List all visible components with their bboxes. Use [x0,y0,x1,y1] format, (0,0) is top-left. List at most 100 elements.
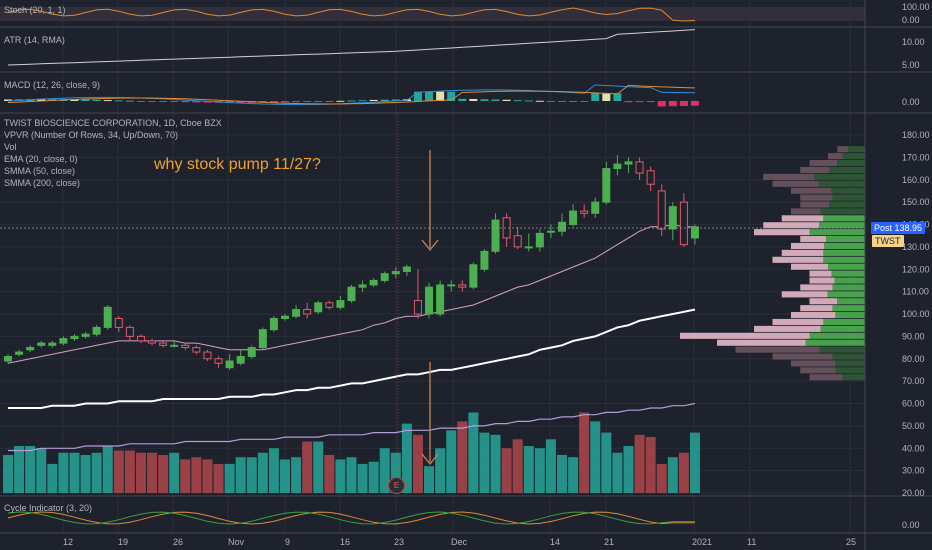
vp-up-segment [835,367,865,374]
volume-bar [191,457,202,493]
vp-up-segment [832,353,865,360]
vp-down-segment [781,291,828,298]
vp-up-segment [848,146,865,153]
vp-up-segment [814,173,865,180]
vp-down-segment [763,173,815,180]
macd-hist-bar [635,101,644,103]
candle-body [569,210,578,225]
candle-body [15,351,24,355]
cycle-tick-0: 0.00 [902,520,920,530]
macd-hist-bar [413,91,422,101]
vp-up-segment [827,291,865,298]
volume-bar [47,463,58,493]
cycle-label: Cycle Indicator (3, 20) [4,503,93,513]
volume-bar [623,446,634,493]
post-label: Post [874,223,893,233]
time-label: 11 [747,537,756,547]
vp-down-segment [772,256,824,263]
candle-body [613,163,622,170]
vp-down-segment [800,284,833,291]
time-label: 16 [340,537,350,547]
candle-body [591,201,600,214]
candle-body [391,270,400,275]
macd-histogram [4,91,699,107]
macd-hist-bar [292,101,301,103]
macd-hist-bar [303,101,312,102]
macd-hist-bar [103,100,112,102]
vp-up-segment [834,277,865,284]
price-tick-label: 90.00 [902,331,925,341]
macd-hist-bar [480,99,489,101]
candle-body [26,347,35,351]
vp-up-segment [819,346,865,353]
smma50-label: SMMA (50, close) [4,166,76,176]
vp-down-segment [772,318,824,326]
time-label: 14 [550,537,560,547]
vp-down-segment [791,242,825,250]
candle-body [580,210,589,214]
candle-body [59,338,68,344]
vp-up-segment [824,242,865,250]
macd-hist-bar [181,101,190,103]
candle-body [159,342,168,346]
candle-body [535,232,544,248]
volume-bar [335,459,346,493]
stoch-band [0,7,865,21]
time-label: 12 [63,537,73,547]
annotation-text: why stock pump 11/27? [154,156,321,173]
ema-label: EMA (20, close, 0) [4,154,78,164]
ema20-line [7,223,695,364]
vp-up-segment [809,229,865,236]
time-label: 19 [118,537,128,547]
vp-up-segment [820,325,865,332]
vp-down-segment [772,353,833,360]
macd-hist-bar [170,101,179,102]
vp-up-segment [823,249,865,256]
volume-bar [501,448,512,493]
stoch-line [7,7,696,22]
volume-bar [534,448,545,493]
macd-hist-bar [325,101,334,102]
candle-body [413,300,422,315]
candle-body [336,300,345,308]
macd-hist-bar [524,100,533,102]
vp-down-segment [800,166,830,174]
candle-body [181,344,190,349]
macd-hist-bar [447,91,456,101]
volume-bar [14,446,25,493]
candle-body [281,315,289,319]
time-label: 2021 [692,537,712,547]
atr-line [7,29,696,66]
stoch-label: Stoch (20, 1, 1) [4,5,66,15]
volume-bar [280,459,290,493]
volume-bar [379,448,390,493]
macd-hist-bar [591,93,600,101]
cycle-line-green [7,511,695,525]
stoch-pane [0,7,865,22]
candle-body [602,168,611,203]
price-tick-label: 110.00 [902,287,929,297]
volume-bar [424,466,435,493]
cycle-line-orange [7,511,695,525]
candle-body [502,217,511,239]
volume-bar [257,452,268,493]
earnings-marker[interactable]: E [388,477,405,494]
volume-bar [268,448,279,493]
smma200-label: SMMA (200, close) [4,178,81,188]
vp-down-segment [809,270,832,277]
volume-bar [689,432,700,493]
time-axis: 12 19 26 Nov 9 16 23 Dec 14 21 2021 11 2… [63,537,856,547]
macd-hist-bar [4,99,12,101]
volume-bar [91,452,102,493]
vp-down-segment [800,305,833,312]
vp-up-segment [831,187,865,194]
volume-bar [102,446,113,493]
symbol-tag: TWST [872,235,904,247]
vp-down-segment [680,332,810,339]
vp-down-segment [809,160,838,167]
price-tick-label: 170.00 [902,152,930,162]
vp-up-segment [835,360,865,367]
vp-down-segment [791,360,836,367]
macd-hist-bar [646,101,655,103]
